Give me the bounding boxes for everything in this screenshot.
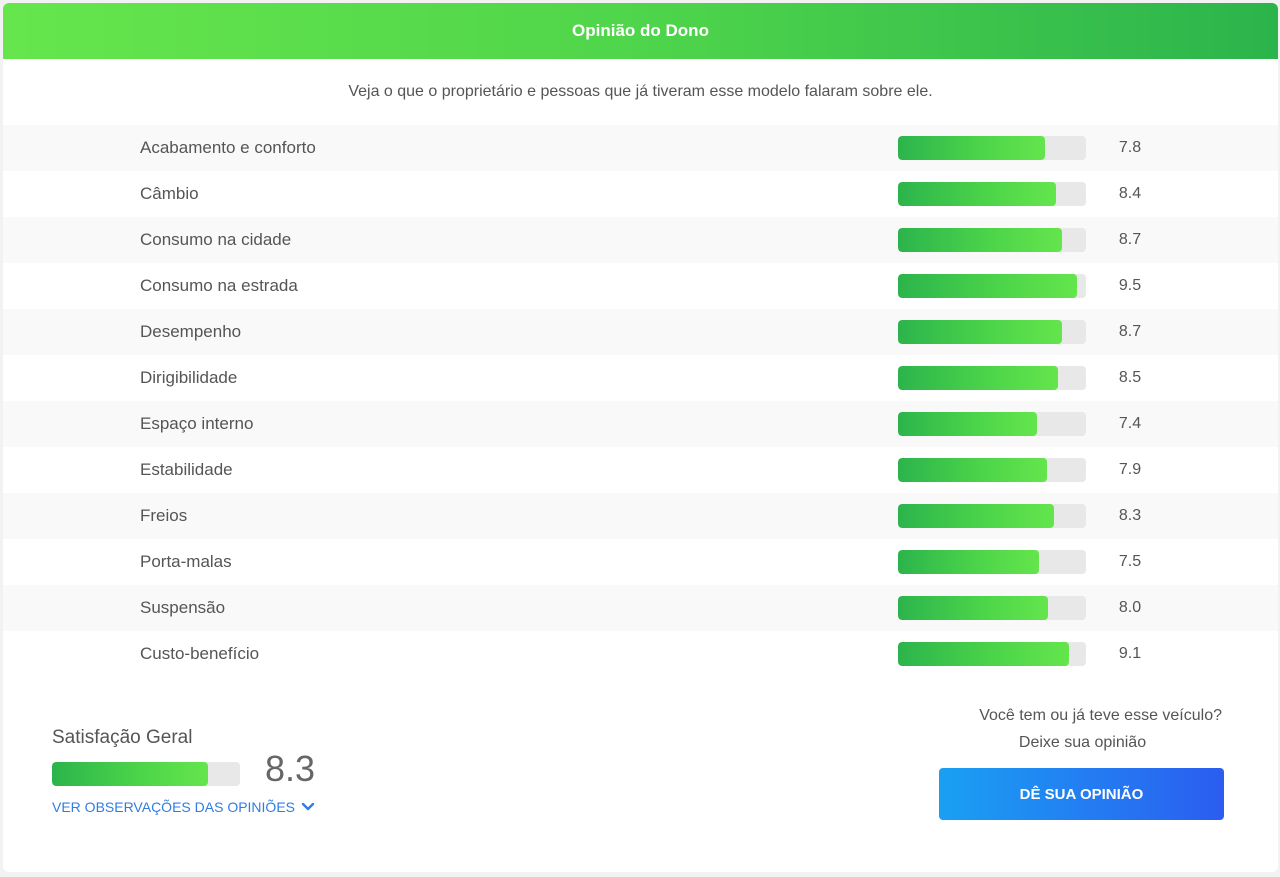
rating-bar [898,596,1086,620]
rating-value: 8.4 [1118,185,1142,202]
rating-label: Acabamento e conforto [140,138,316,157]
rating-bar-fill [898,642,1070,666]
ownership-question: Você tem ou já teve esse veículo? [979,707,1222,724]
leave-opinion-prompt: Deixe sua opinião [1018,734,1147,751]
overall-satisfaction-bar [52,762,240,786]
view-observations-label: VER OBSERVAÇÕES DAS OPINIÕES [52,799,295,815]
rating-bar-fill [898,228,1062,252]
rating-label: Custo-benefício [140,644,260,663]
rating-row: Câmbio 8.4 [3,171,1278,217]
rating-value: 9.5 [1118,277,1142,294]
rating-bar-fill [898,182,1056,206]
card-title: Opinião do Dono [572,21,709,40]
rating-value: 7.8 [1118,139,1142,156]
card-header: Opinião do Dono [3,3,1278,59]
rating-bar-fill [898,458,1047,482]
rating-row: Suspensão 8.0 [3,585,1278,631]
give-opinion-button[interactable]: DÊ SUA OPINIÃO [939,768,1224,820]
rating-row: Freios 8.3 [3,493,1278,539]
rating-label: Estabilidade [140,460,233,479]
rating-bar [898,504,1086,528]
card-subtitle: Veja o que o proprietário e pessoas que … [348,83,933,100]
rating-bar-fill [898,274,1077,298]
rating-bar-fill [898,366,1058,390]
rating-bar [898,136,1086,160]
rating-bar-fill [898,320,1062,344]
rating-label: Porta-malas [140,552,232,571]
rating-label: Dirigibilidade [140,368,238,387]
rating-bar [898,366,1086,390]
rating-value: 9.1 [1118,645,1142,662]
rating-bar [898,550,1086,574]
rating-bar-fill [898,412,1038,436]
rating-bar [898,182,1086,206]
rating-label: Consumo na estrada [140,276,298,295]
rating-value: 7.5 [1118,553,1142,570]
chevron-down-icon [301,802,315,811]
rating-bar [898,320,1086,344]
rating-row: Consumo na estrada 9.5 [3,263,1278,309]
rating-bar-fill [898,550,1039,574]
rating-value: 7.9 [1118,461,1142,478]
rating-bar [898,228,1086,252]
owner-opinion-card: Opinião do Dono Veja o que o proprietári… [3,3,1278,872]
rating-label: Suspensão [140,598,226,617]
rating-bar-fill [898,596,1049,620]
rating-row: Porta-malas 7.5 [3,539,1278,585]
rating-value: 8.0 [1118,599,1142,616]
rating-row: Estabilidade 7.9 [3,447,1278,493]
rating-row: Desempenho 8.7 [3,309,1278,355]
rating-label: Câmbio [140,184,199,203]
rating-bar-fill [898,504,1055,528]
rating-value: 8.3 [1118,507,1142,524]
rating-row: Espaço interno 7.4 [3,401,1278,447]
rating-bar [898,274,1086,298]
rating-label: Consumo na cidade [140,230,292,249]
rating-bar-fill [898,136,1045,160]
rating-value: 8.7 [1118,323,1142,340]
rating-row: Consumo na cidade 8.7 [3,217,1278,263]
rating-row: Custo-benefício 9.1 [3,631,1278,677]
rating-label: Espaço interno [140,414,254,433]
rating-label: Desempenho [140,322,242,341]
rating-bar [898,412,1086,436]
rating-label: Freios [140,506,188,525]
rating-bar [898,458,1086,482]
overall-satisfaction-bar-fill [52,762,209,786]
overall-satisfaction-title: Satisfação Geral [52,727,193,748]
rating-value: 8.7 [1118,231,1142,248]
view-observations-link[interactable]: VER OBSERVAÇÕES DAS OPINIÕES [52,799,315,815]
rating-row: Dirigibilidade 8.5 [3,355,1278,401]
ratings-list: Acabamento e conforto 7.8 Câmbio 8.4 Consumo… [3,125,1278,677]
rating-bar [898,642,1086,666]
rating-row: Acabamento e conforto 7.8 [3,125,1278,171]
summary-section: Satisfação Geral 8.3 VER OBSERVAÇÕES DAS… [3,677,1278,872]
overall-satisfaction-value: 8.3 [265,748,316,789]
rating-value: 7.4 [1118,415,1142,432]
rating-value: 8.5 [1118,369,1142,386]
